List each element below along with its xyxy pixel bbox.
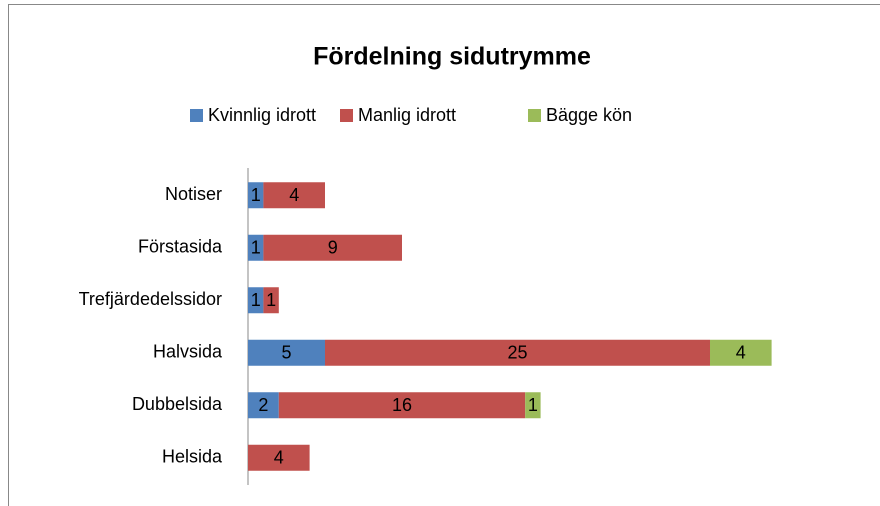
y-tick-label: Halvsida [153, 342, 223, 362]
y-tick-label: Helsida [162, 447, 223, 467]
legend-swatch [528, 109, 541, 122]
legend-label: Kvinnlig idrott [208, 105, 316, 125]
legend-label: Manlig idrott [358, 105, 456, 125]
data-label: 1 [251, 290, 261, 310]
data-label: 2 [258, 395, 268, 415]
bar-segment [278, 392, 526, 419]
data-label: 1 [266, 290, 276, 310]
data-label: 4 [736, 343, 746, 363]
data-label: 4 [274, 448, 284, 468]
bar-segment [248, 287, 264, 314]
legend-swatch [340, 109, 353, 122]
bar-segment [248, 182, 264, 209]
legend-swatch [190, 109, 203, 122]
data-label: 1 [528, 395, 538, 415]
bar-segment [248, 339, 325, 366]
bar-segment [525, 392, 541, 419]
legend-label: Bägge kön [546, 105, 632, 125]
chart-frame [8, 4, 880, 506]
data-label: 5 [281, 343, 291, 363]
bar-segment [263, 287, 279, 314]
bar-segment [710, 339, 772, 366]
data-label: 16 [392, 395, 412, 415]
data-label: 25 [507, 343, 527, 363]
y-tick-label: Dubbelsida [132, 394, 223, 414]
bar-segment [248, 234, 264, 261]
data-label: 9 [328, 238, 338, 258]
bar-segment [325, 339, 710, 366]
data-label: 1 [251, 185, 261, 205]
bar-segment [248, 444, 310, 471]
data-label: 4 [289, 185, 299, 205]
data-label: 1 [251, 238, 261, 258]
chart-title: Fördelning sidutrymme [313, 43, 591, 71]
bar-segment [263, 182, 325, 209]
y-tick-label: Trefjärdedelssidor [79, 289, 222, 309]
y-tick-label: Förstasida [138, 237, 223, 257]
y-tick-label: Notiser [165, 184, 222, 204]
bar-segment [263, 234, 402, 261]
bar-segment [248, 392, 279, 419]
